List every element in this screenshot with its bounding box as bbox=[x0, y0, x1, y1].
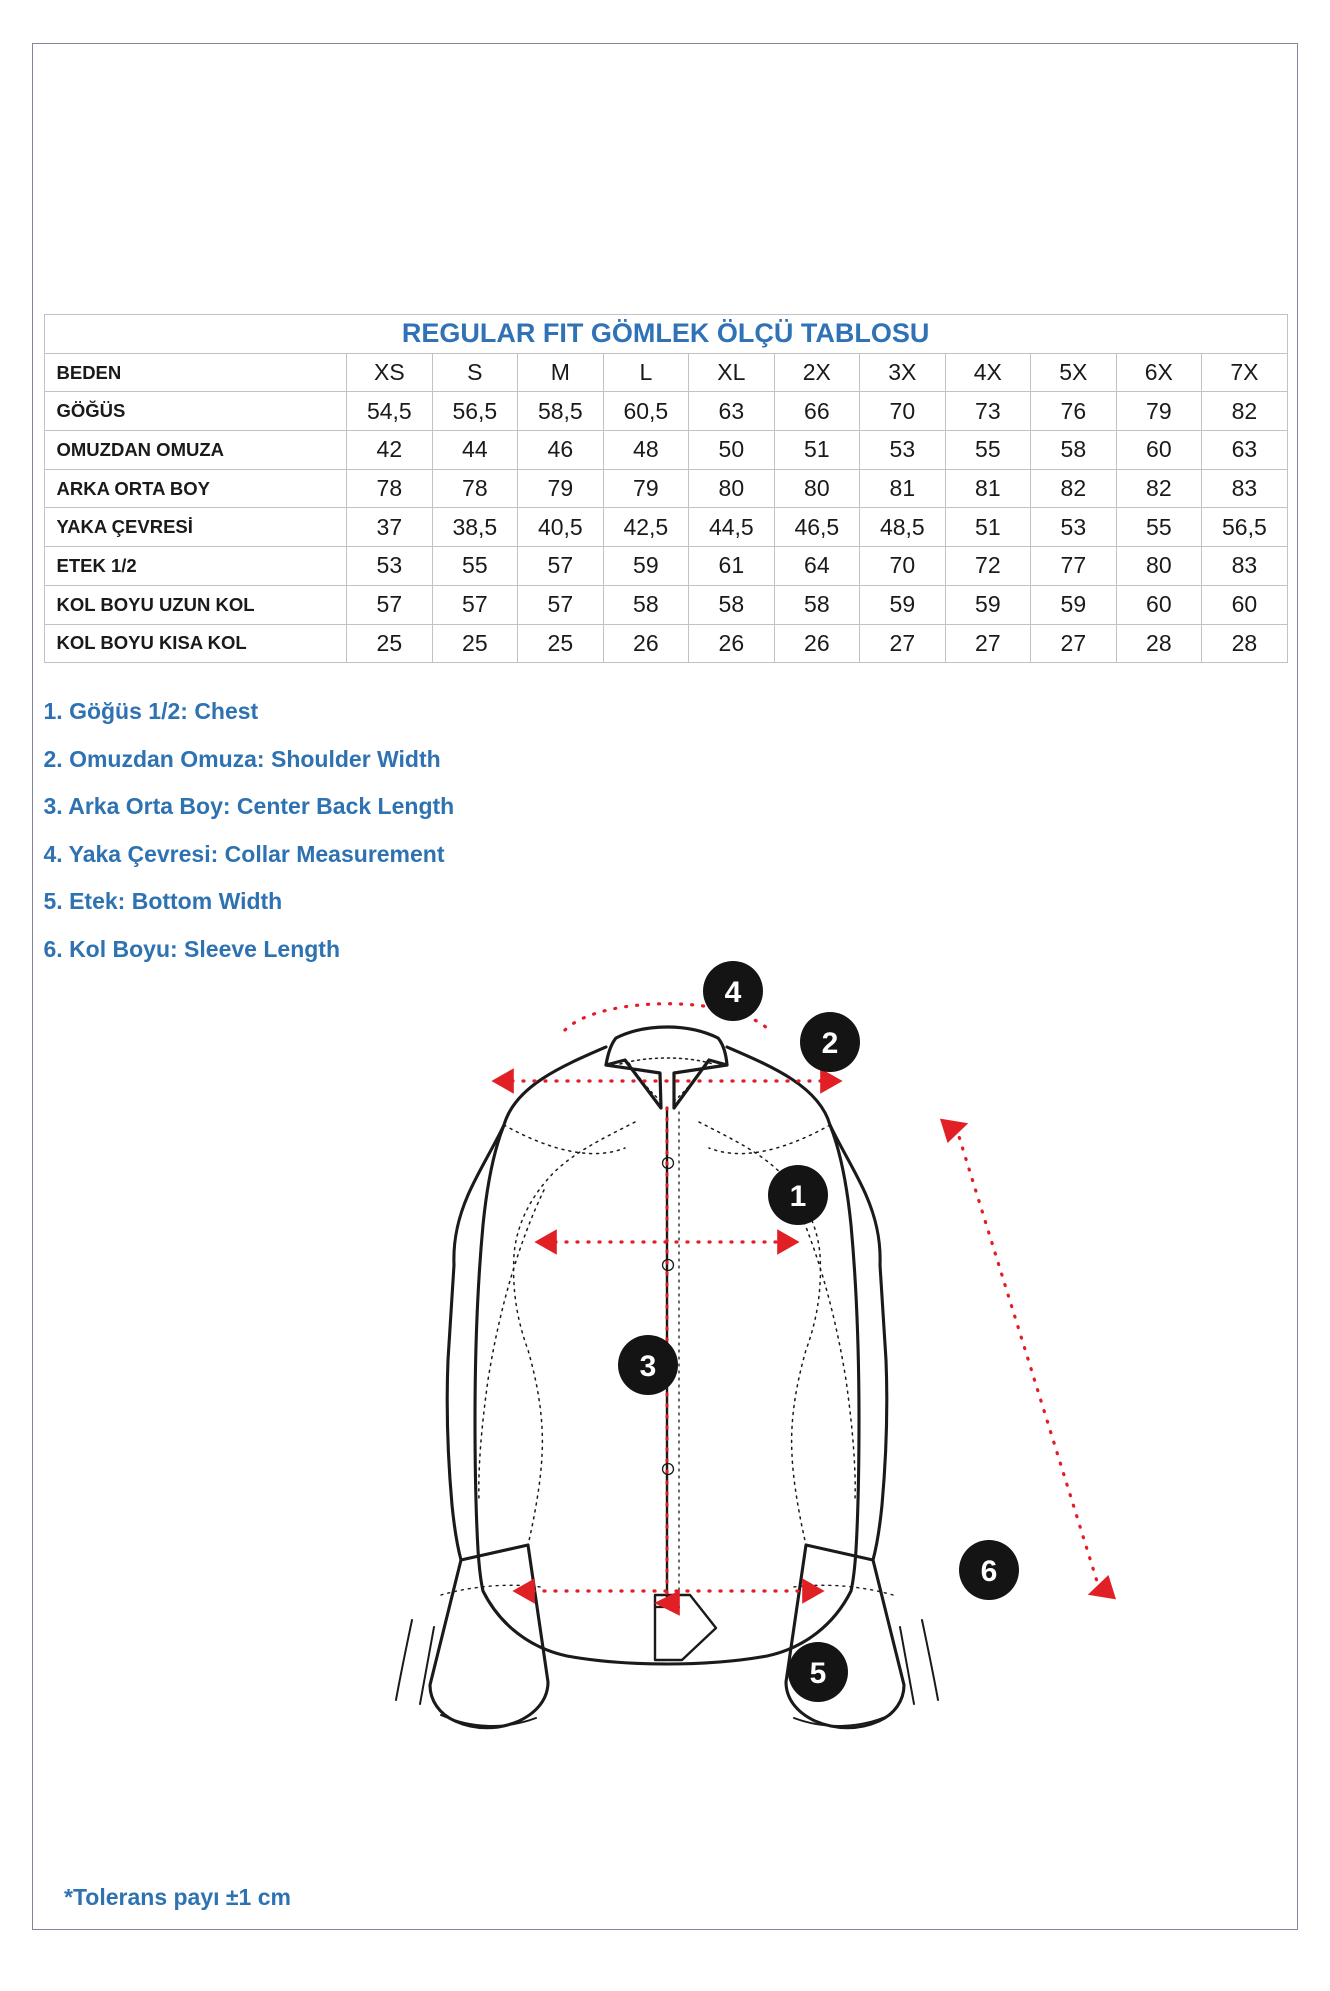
svg-text:6: 6 bbox=[981, 1555, 998, 1588]
svg-text:2: 2 bbox=[822, 1027, 839, 1060]
svg-text:4: 4 bbox=[725, 976, 742, 1009]
svg-text:5: 5 bbox=[810, 1657, 827, 1690]
svg-text:1: 1 bbox=[790, 1180, 807, 1213]
svg-text:3: 3 bbox=[640, 1350, 657, 1383]
